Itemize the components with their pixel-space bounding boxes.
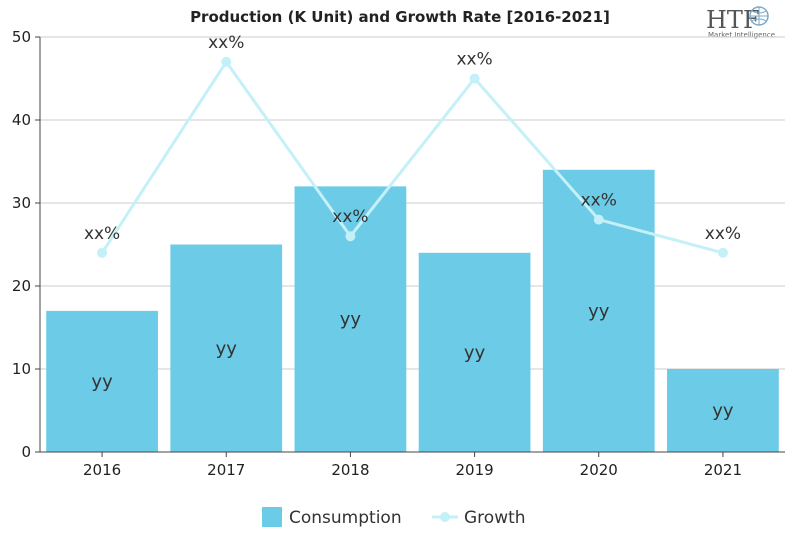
x-tick-label-2019: 2019	[455, 461, 493, 479]
bar-label-2019: yy	[464, 342, 486, 363]
bar-2016	[46, 310, 158, 452]
bar-label-2020: yy	[588, 301, 610, 322]
data-labels: yy yy yy yy yy yy xx% xx% xx% xx% xx% xx%	[84, 33, 741, 422]
bar-2021	[667, 369, 779, 452]
x-tick-label-2016: 2016	[83, 461, 121, 479]
x-tick-label-2021: 2021	[704, 461, 742, 479]
growth-point-2019	[469, 73, 480, 84]
growth-point-2016	[97, 247, 108, 258]
growth-label-2021: xx%	[705, 224, 741, 244]
legend-swatch-growth-point	[440, 512, 450, 522]
bar-label-2016: yy	[91, 371, 113, 392]
growth-label-2019: xx%	[456, 50, 492, 70]
logo-tagline: Market Intelligence	[708, 31, 775, 39]
x-tick-label-2018: 2018	[331, 461, 369, 479]
globe-icon	[749, 6, 769, 26]
growth-label-2016: xx%	[84, 224, 120, 244]
bars	[46, 169, 779, 453]
y-tick-label-2: 20	[12, 277, 31, 295]
growth-point-2020	[593, 214, 604, 225]
legend-label-consumption: Consumption	[289, 508, 402, 528]
growth-point-2017	[221, 56, 232, 67]
growth-series-line	[100, 59, 724, 255]
growth-label-2020: xx%	[581, 191, 617, 211]
x-tick-label-2017: 2017	[207, 461, 245, 479]
axes: 0 10 20 30 40 50 2016 2017 2018 2019 2020 2021	[12, 28, 785, 479]
growth-label-2018: xx%	[332, 207, 368, 227]
y-tick-label-0: 0	[21, 443, 31, 461]
y-tick-label-3: 30	[12, 194, 31, 212]
legend: Consumption Growth	[262, 507, 526, 528]
growth-point-2018	[345, 231, 356, 242]
bar-2018	[294, 186, 407, 452]
y-tick-label-1: 10	[12, 360, 31, 378]
bar-label-2021: yy	[712, 401, 734, 422]
growth-label-2017: xx%	[208, 33, 244, 53]
bar-2019	[418, 252, 531, 452]
chart-title: Production (K Unit) and Growth Rate [201…	[190, 8, 610, 26]
growth-line	[97, 56, 728, 258]
bar-2017	[170, 244, 283, 452]
logo: HTF Market Intelligence	[706, 6, 775, 39]
legend-label-growth: Growth	[464, 508, 526, 528]
legend-swatch-consumption	[262, 507, 282, 527]
y-tick-label-5: 50	[12, 28, 31, 46]
bar-label-2018: yy	[340, 309, 362, 330]
y-tick-label-4: 40	[12, 111, 31, 129]
growth-point-2021	[717, 247, 728, 258]
bar-label-2017: yy	[216, 338, 238, 359]
x-tick-label-2020: 2020	[580, 461, 618, 479]
